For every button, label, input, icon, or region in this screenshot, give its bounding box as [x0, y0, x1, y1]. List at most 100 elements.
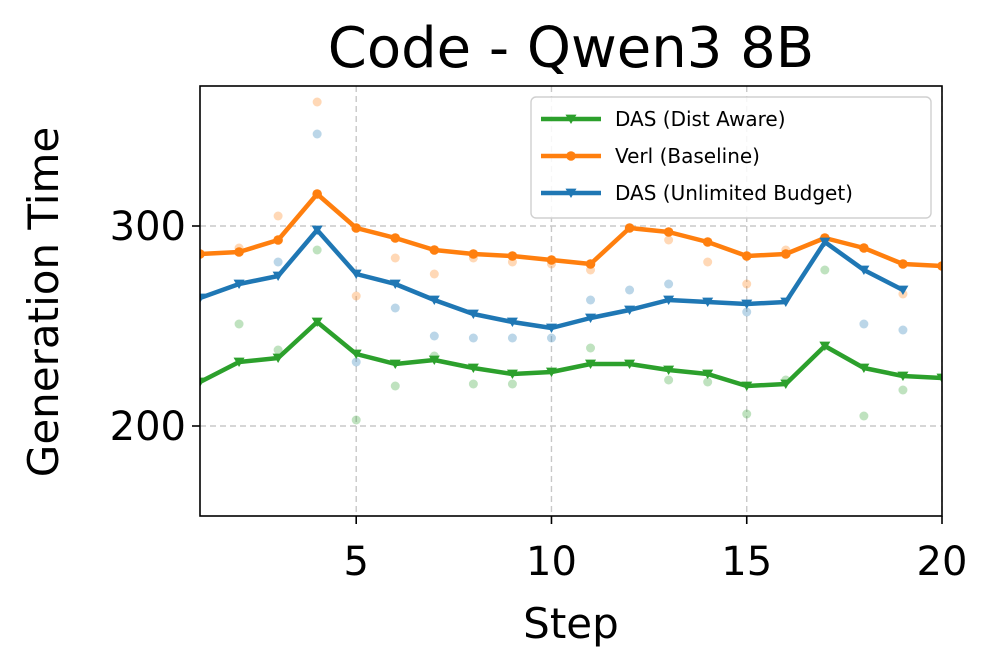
- raw-point: [234, 319, 244, 329]
- data-point: [467, 309, 479, 319]
- data-point: [585, 313, 597, 323]
- x-tick-label: 15: [721, 539, 772, 585]
- raw-point: [312, 245, 322, 255]
- chart-title: Code - Qwen3 8B: [328, 16, 814, 81]
- data-point: [663, 365, 675, 375]
- data-point: [311, 225, 323, 235]
- legend-box: [530, 96, 932, 219]
- data-point: [858, 363, 870, 373]
- data-point: [200, 377, 206, 387]
- data-point: [390, 233, 401, 243]
- raw-point: [664, 279, 674, 289]
- legend-label: DAS (Unlimited Budget): [615, 181, 853, 205]
- raw-point: [546, 333, 556, 343]
- series-line: [200, 319, 942, 389]
- raw-point: [898, 325, 908, 335]
- data-point: [506, 369, 518, 379]
- data-point: [780, 379, 792, 389]
- data-point: [233, 279, 245, 289]
- data-point: [624, 305, 636, 315]
- data-point: [897, 371, 909, 381]
- data-point: [506, 317, 518, 327]
- data-point: [200, 249, 205, 259]
- data-point: [311, 317, 323, 327]
- data-point: [897, 285, 909, 295]
- data-point: [624, 223, 635, 233]
- raw-point: [586, 295, 596, 305]
- data-point: [741, 251, 752, 261]
- data-point: [780, 249, 791, 259]
- raw-point: [390, 381, 400, 391]
- data-point: [702, 369, 714, 379]
- raw-point: [664, 235, 674, 245]
- data-point: [819, 237, 831, 247]
- raw-point: [351, 291, 361, 301]
- raw-point: [390, 303, 400, 313]
- data-point: [389, 279, 401, 289]
- raw-point: [703, 257, 713, 267]
- data-point: [233, 357, 245, 367]
- raw-point: [273, 211, 283, 221]
- data-point: [663, 227, 674, 237]
- data-point: [663, 295, 675, 305]
- data-point: [937, 261, 942, 271]
- raw-point: [742, 307, 752, 317]
- data-point: [702, 237, 713, 247]
- raw-point: [390, 253, 400, 263]
- legend-marker: [565, 188, 577, 198]
- data-point: [350, 269, 362, 279]
- raw-point: [468, 379, 478, 389]
- raw-point: [429, 269, 439, 279]
- data-point: [546, 255, 557, 265]
- data-point: [350, 349, 362, 359]
- data-point: [624, 359, 636, 369]
- data-point: [898, 259, 908, 269]
- x-axis-label: Step: [523, 599, 619, 648]
- data-point: [467, 363, 479, 373]
- raw-point: [820, 265, 830, 275]
- data-point: [585, 359, 597, 369]
- data-point: [507, 251, 518, 261]
- raw-point: [273, 257, 283, 267]
- raw-point: [742, 409, 752, 419]
- y-axis-label: Generation Time: [19, 127, 68, 477]
- x-tick-label: 10: [526, 539, 577, 585]
- raw-point: [351, 415, 361, 425]
- data-point: [741, 381, 753, 391]
- raw-point: [429, 331, 439, 341]
- legend-label: Verl (Baseline): [615, 144, 760, 168]
- data-point: [200, 293, 206, 303]
- data-point: [545, 323, 557, 333]
- raw-point: [586, 343, 596, 353]
- raw-point: [507, 333, 517, 343]
- data-point: [428, 295, 440, 305]
- raw-point: [312, 97, 322, 107]
- raw-point: [898, 385, 908, 395]
- data-point: [234, 247, 244, 257]
- y-tick-label: 300: [110, 204, 186, 250]
- data-point: [819, 341, 831, 351]
- data-point: [468, 249, 479, 259]
- data-point: [428, 355, 440, 365]
- data-point: [351, 223, 362, 233]
- x-tick-label: 20: [917, 539, 968, 585]
- data-point: [936, 373, 942, 383]
- raw-point: [625, 285, 635, 295]
- data-point: [585, 259, 596, 269]
- data-point: [545, 367, 557, 377]
- raw-point: [703, 377, 713, 387]
- ticks: 5 10 15 20 200 300: [110, 204, 968, 585]
- series-line: [200, 191, 942, 269]
- data-point: [273, 235, 283, 245]
- raw-point: [664, 375, 674, 385]
- data-point: [272, 353, 284, 363]
- raw-point: [742, 279, 752, 289]
- data-point: [272, 271, 284, 281]
- raw-point: [351, 357, 361, 367]
- legend-marker: [566, 151, 576, 161]
- data-point: [780, 297, 792, 307]
- raw-point: [468, 333, 478, 343]
- legend-marker: [565, 114, 577, 124]
- data-point: [741, 299, 753, 309]
